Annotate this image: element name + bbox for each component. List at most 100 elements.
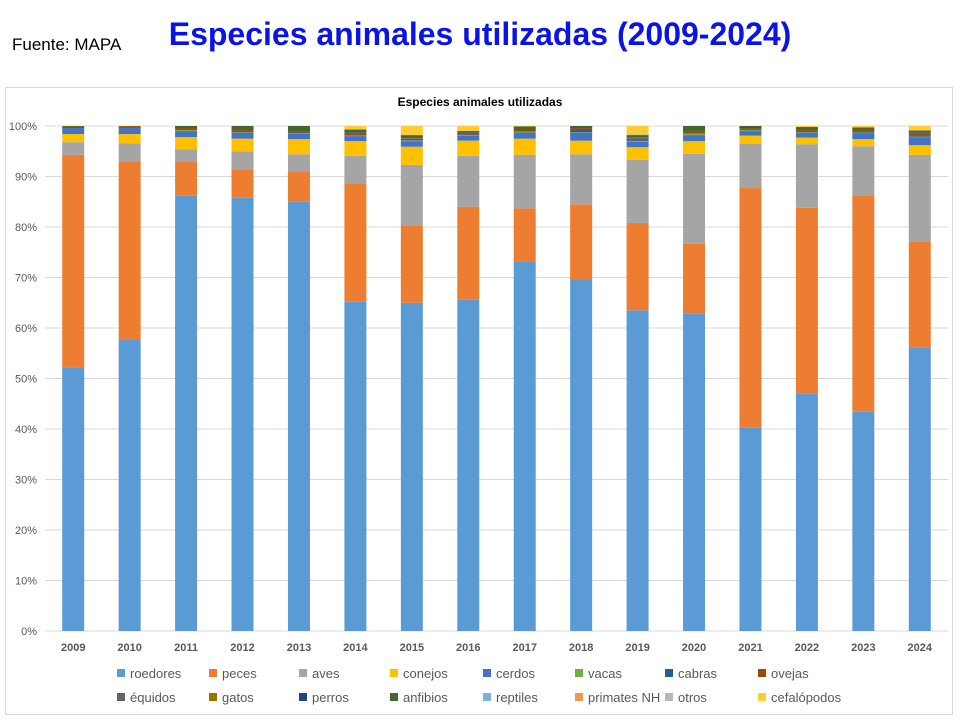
bar-segment-cerdos-2016 [457, 135, 480, 141]
bar-segment-équidos-2022 [795, 129, 818, 131]
bar-segment-roedores-2018 [570, 279, 593, 631]
x-tick-label: 2010 [117, 642, 141, 654]
bar-segment-aves-2019 [626, 159, 649, 223]
bar-segment-cabras-2016 [457, 134, 480, 136]
bar-segment-peces-2017 [513, 208, 536, 262]
bar-segment-conejos-2016 [457, 140, 480, 156]
bar-segment-ovejas-2013 [287, 131, 310, 133]
bar-segment-cefalópodos-2022 [795, 126, 818, 128]
bar-segment-conejos-2009 [62, 134, 85, 143]
bar-segment-gatos-2010 [118, 126, 141, 127]
bar-segment-ovejas-2011 [175, 128, 198, 130]
x-tick-label: 2017 [512, 642, 536, 654]
bar-segment-roedores-2024 [908, 347, 931, 631]
bar-segment-ovejas-2022 [795, 130, 818, 132]
bar-segment-ovejas-2021 [739, 128, 762, 130]
bar-segment-cabras-2011 [175, 129, 198, 131]
bar-segment-roedores-2016 [457, 299, 480, 631]
x-tick-label: 2024 [908, 642, 933, 654]
y-tick-label: 70% [15, 273, 37, 285]
bar-segment-roedores-2017 [513, 261, 536, 631]
bar-segment-ovejas-2016 [457, 133, 480, 135]
bar-segment-cerdos-2024 [908, 137, 931, 146]
legend-label: ovejas [771, 666, 809, 681]
bar-segment-cefalópodos-2017 [513, 126, 536, 127]
x-tick-label: 2014 [343, 642, 368, 654]
bar-segment-cerdos-2009 [62, 128, 85, 135]
bar-segment-cabras-2018 [570, 129, 593, 133]
bar-segment-peces-2023 [852, 195, 875, 412]
bar-segment-vacas-2021 [739, 130, 762, 132]
bar-segment-équidos-2015 [400, 138, 423, 139]
bar-segment-anfibios-2012 [231, 126, 254, 131]
bar-segment-ovejas-2009 [62, 127, 85, 128]
bar-segment-aves-2022 [795, 144, 818, 208]
bar-segment-gatos-2009 [62, 126, 85, 128]
bar-segment-cerdos-2013 [287, 133, 310, 140]
bar-segment-cabras-2022 [795, 131, 818, 133]
bar-segment-perros-2019 [626, 137, 649, 138]
bar-segment-conejos-2013 [287, 139, 310, 155]
bar-segment-ovejas-2012 [231, 130, 254, 132]
legend-label: vacas [588, 666, 622, 681]
x-tick-label: 2015 [400, 642, 424, 654]
bar-segment-aves-2023 [852, 146, 875, 196]
legend-marker-cabras [665, 669, 673, 677]
bar-segment-peces-2010 [118, 161, 141, 340]
legend-label: primates NH [588, 690, 660, 705]
legend-label: roedores [130, 666, 182, 681]
y-tick-label: 10% [15, 576, 37, 588]
legend-label: conejos [403, 666, 448, 681]
bar-segment-cerdos-2012 [231, 132, 254, 139]
bar-segment-perros-2018 [570, 127, 593, 128]
bar-segment-anfibios-2013 [287, 126, 310, 132]
bar-segment-cerdos-2022 [795, 132, 818, 138]
x-tick-label: 2021 [738, 642, 762, 654]
legend-marker-peces [209, 669, 217, 677]
bar-segment-roedores-2010 [118, 339, 141, 631]
bar-segment-roedores-2014 [344, 301, 367, 631]
x-tick-label: 2009 [61, 642, 85, 654]
legend-marker-gatos [209, 693, 217, 701]
x-tick-label: 2023 [851, 642, 875, 654]
x-tick-label: 2020 [682, 642, 706, 654]
bar-segment-ovejas-2023 [852, 130, 875, 133]
bar-segment-vacas-2012 [231, 132, 254, 133]
bar-segment-anfibios-2009 [62, 126, 85, 127]
bar-segment-cerdos-2015 [400, 141, 423, 147]
bar-segment-roedores-2011 [175, 195, 198, 631]
x-tick-label: 2011 [174, 642, 198, 654]
legend-marker-cerdos [483, 669, 491, 677]
bar-segment-anfibios-2018 [570, 126, 593, 128]
legend-label: gatos [222, 690, 254, 705]
bar-segment-perros-2017 [513, 129, 536, 130]
bar-segment-peces-2011 [175, 161, 198, 196]
bar-segment-cefalópodos-2016 [457, 126, 480, 132]
bar-segment-cabras-2013 [287, 132, 310, 134]
legend-label: otros [678, 690, 707, 705]
bar-segment-cefalópodos-2014 [344, 126, 367, 130]
legend-marker-aves [299, 669, 307, 677]
bar-segment-vacas-2013 [287, 133, 310, 134]
bar-segment-anfibios-2021 [739, 126, 762, 128]
bar-segment-équidos-2014 [344, 132, 367, 134]
y-tick-label: 40% [15, 424, 37, 436]
bar-segment-conejos-2018 [570, 140, 593, 155]
chart-title: Especies animales utilizadas [398, 95, 563, 109]
bar-segment-cefalópodos-2019 [626, 126, 649, 135]
bar-segment-perros-2015 [400, 137, 423, 139]
bar-segment-vacas-2022 [795, 132, 818, 133]
bar-segment-équidos-2021 [739, 128, 762, 129]
bar-segment-roedores-2012 [231, 197, 254, 631]
legend-marker-reptiles [483, 693, 491, 701]
bar-segment-cerdos-2021 [739, 131, 762, 136]
bar-segment-cabras-2012 [231, 131, 254, 133]
y-tick-label: 80% [15, 222, 37, 234]
bar-segment-anfibios-2015 [400, 135, 423, 138]
bar-segment-conejos-2017 [513, 138, 536, 155]
bar-segment-conejos-2020 [683, 141, 706, 154]
bar-segment-anfibios-2023 [852, 127, 875, 130]
bar-segment-cerdos-2023 [852, 133, 875, 140]
bar-segment-cerdos-2018 [570, 132, 593, 141]
bar-segment-cerdos-2019 [626, 141, 649, 148]
